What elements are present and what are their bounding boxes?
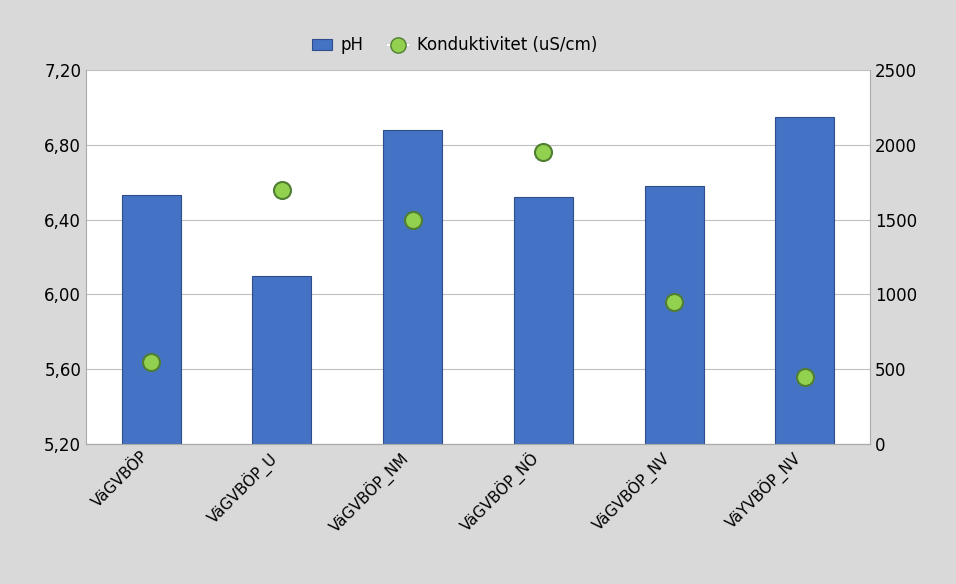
Bar bbox=[252, 276, 312, 444]
Bar bbox=[383, 130, 442, 444]
Point bbox=[666, 297, 682, 307]
Point bbox=[274, 185, 290, 194]
Bar bbox=[775, 117, 835, 444]
Point bbox=[405, 215, 421, 224]
Bar bbox=[644, 186, 704, 444]
Legend: pH, Konduktivitet (uS/cm): pH, Konduktivitet (uS/cm) bbox=[305, 30, 603, 61]
Bar bbox=[121, 195, 181, 444]
Point bbox=[535, 148, 551, 157]
Bar bbox=[514, 197, 573, 444]
Point bbox=[797, 372, 813, 381]
Point bbox=[143, 357, 159, 366]
